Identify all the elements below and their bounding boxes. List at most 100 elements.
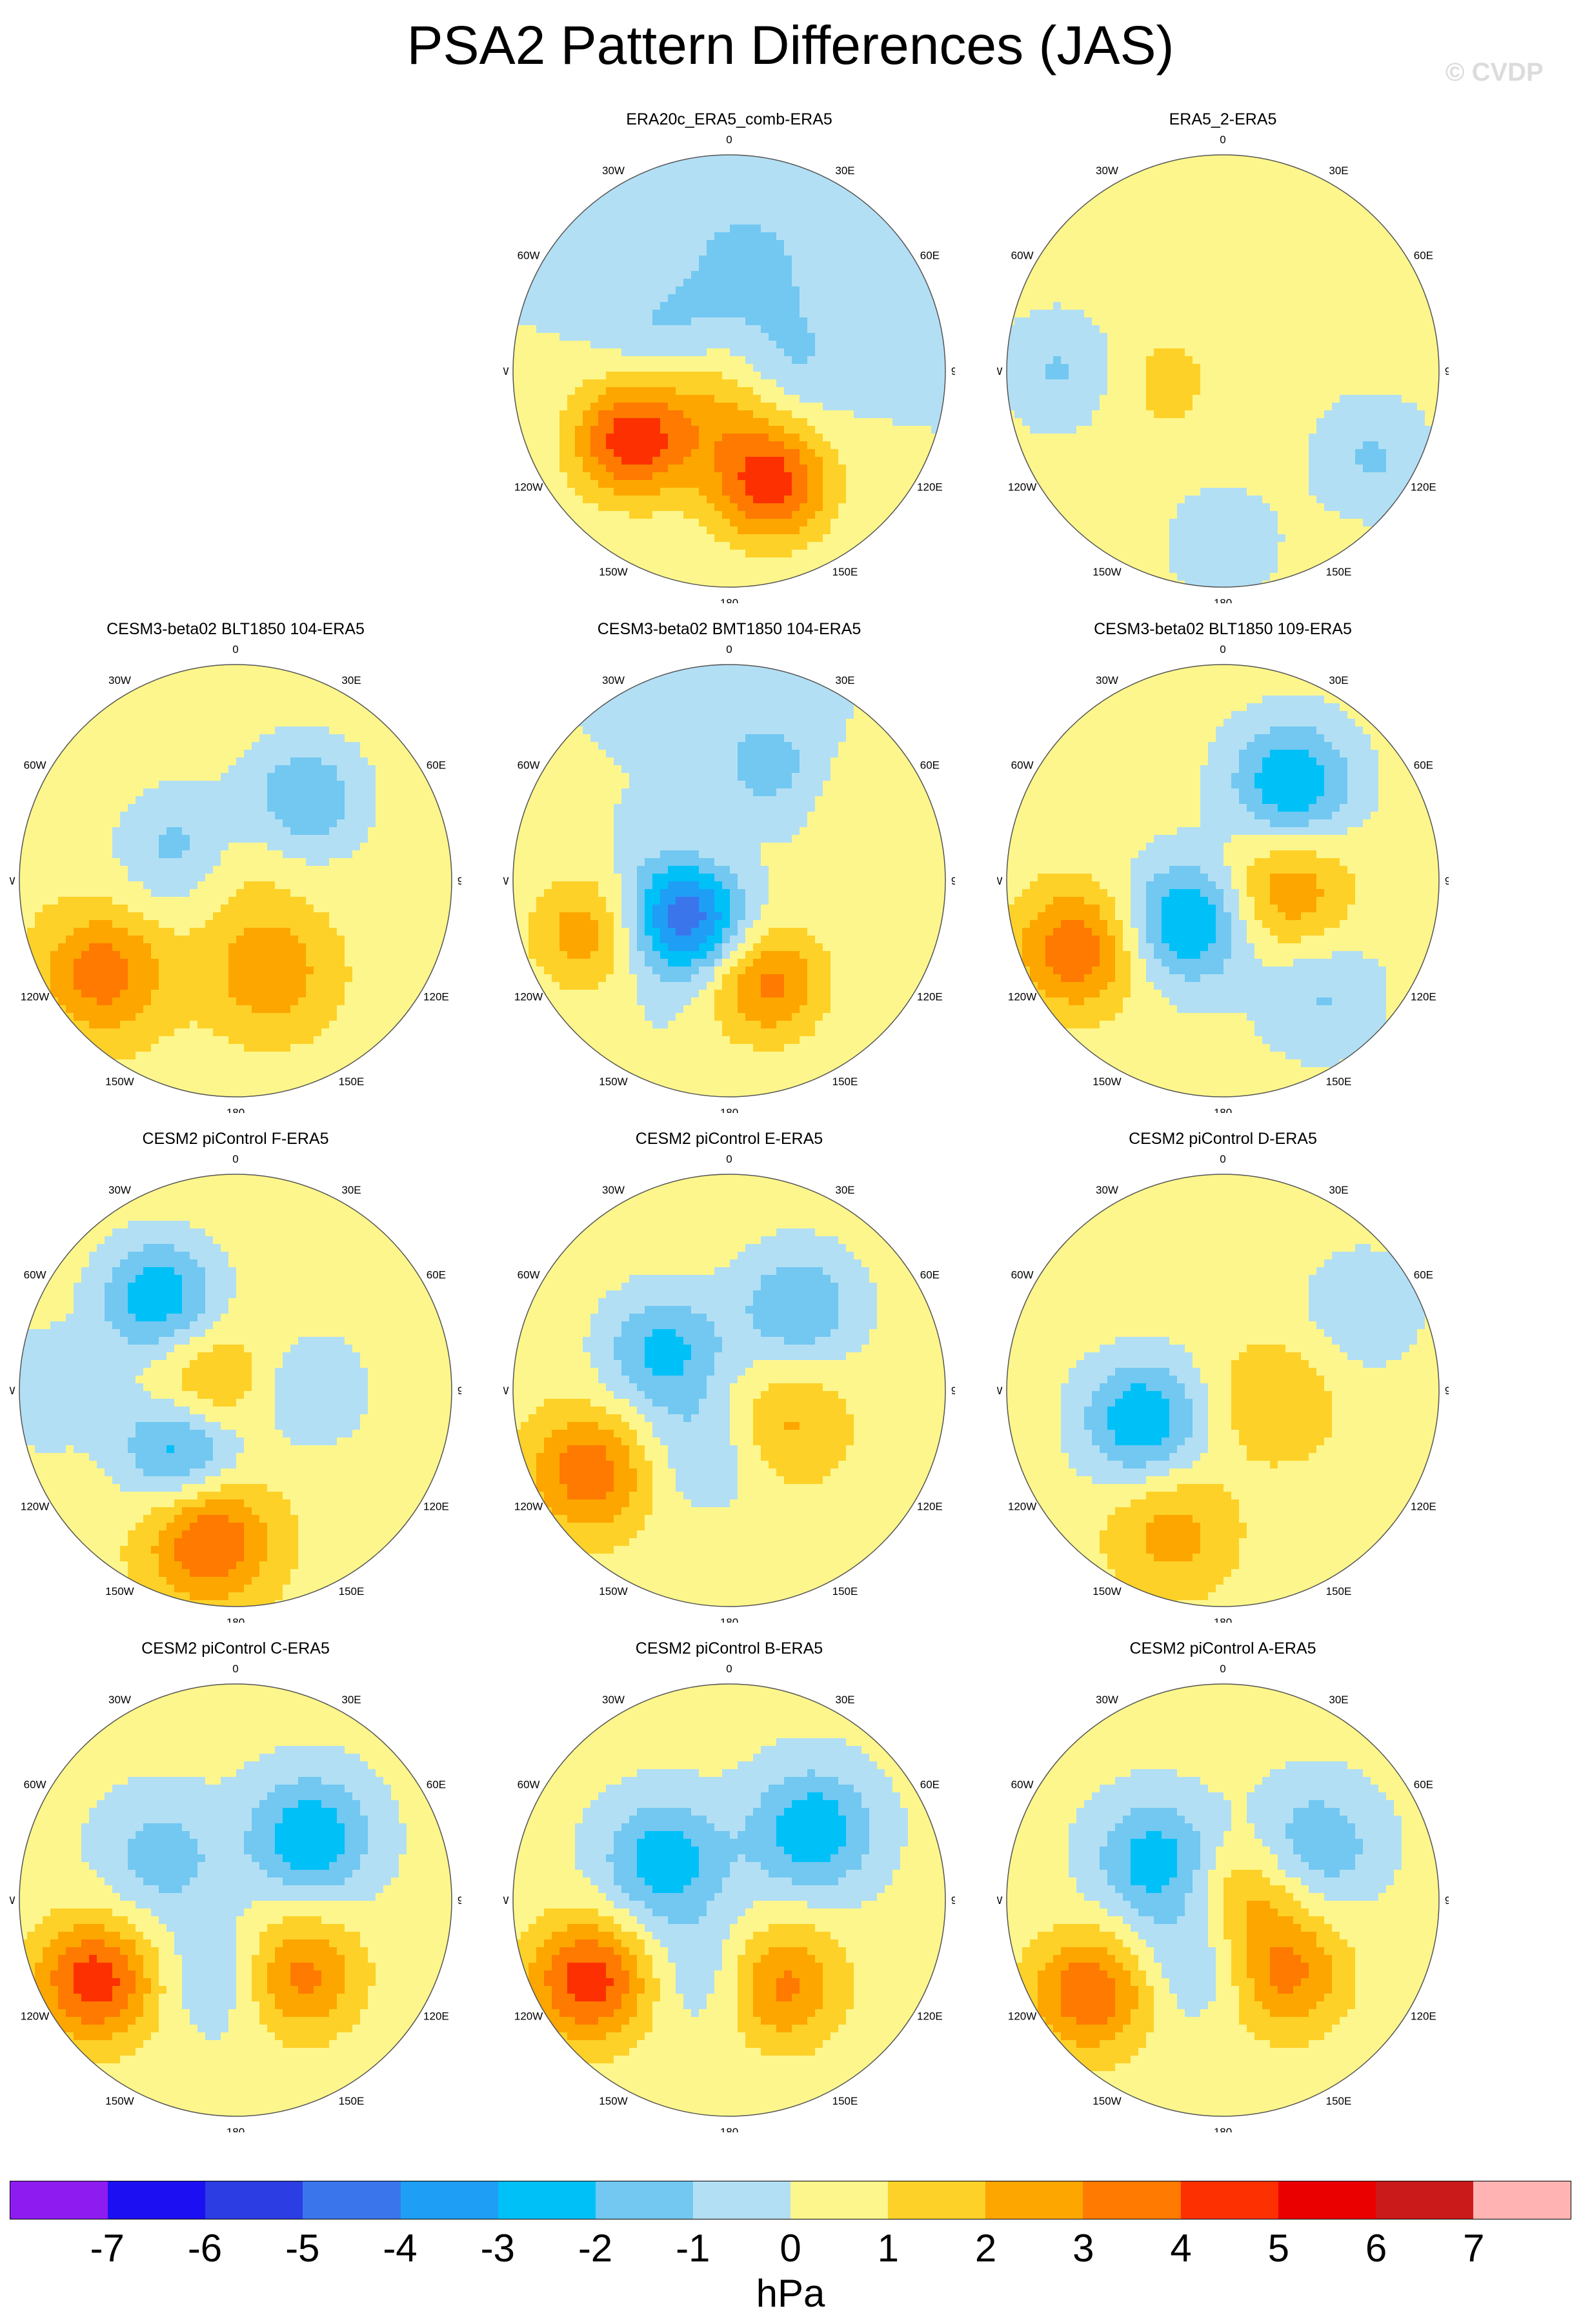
field-cell	[792, 325, 800, 334]
field-cell	[1285, 271, 1294, 279]
field-cell	[621, 457, 630, 465]
field-cell	[683, 519, 692, 527]
field-cell	[1131, 217, 1139, 225]
field-cell	[908, 240, 916, 248]
field-cell	[1100, 395, 1108, 403]
field-cell	[846, 217, 854, 225]
field-cell	[1285, 217, 1294, 225]
field-cell	[1402, 302, 1410, 310]
field-cell	[1076, 356, 1085, 365]
field-cell	[1154, 325, 1162, 334]
field-cell	[699, 511, 707, 519]
field-cell	[1254, 263, 1263, 272]
field-cell	[753, 194, 761, 202]
field-cell	[1332, 526, 1340, 535]
field-cell	[1371, 387, 1379, 396]
field-cell	[1371, 372, 1379, 380]
field-cell	[1309, 434, 1317, 442]
field-cell	[745, 155, 754, 163]
field-cell	[1394, 232, 1402, 241]
field-cell	[730, 503, 738, 512]
field-cell	[652, 457, 661, 465]
field-cell	[908, 410, 916, 419]
field-cell	[707, 511, 715, 519]
field-cell	[823, 364, 831, 372]
field-cell	[1115, 263, 1123, 272]
field-cell	[629, 379, 638, 388]
field-cell	[513, 372, 521, 380]
field-cell	[691, 557, 700, 566]
field-cell	[707, 248, 715, 256]
field-cell	[683, 325, 692, 334]
field-cell	[1045, 279, 1054, 287]
field-cell	[885, 472, 893, 481]
field-cell	[637, 480, 645, 488]
field-cell	[761, 271, 769, 279]
field-cell	[567, 232, 576, 241]
field-cell	[823, 372, 831, 380]
field-cell	[869, 225, 878, 233]
field-cell	[846, 395, 854, 403]
field-cell	[800, 565, 808, 574]
field-cell	[668, 248, 676, 256]
field-cell	[598, 480, 607, 488]
field-cell	[769, 294, 777, 303]
field-cell	[1092, 201, 1100, 210]
field-cell	[1169, 503, 1178, 512]
field-cell	[1355, 255, 1364, 264]
field-cell	[1061, 356, 1069, 365]
field-cell	[1340, 286, 1348, 295]
field-cell	[614, 178, 622, 186]
field-cell	[1216, 395, 1224, 403]
field-cell	[815, 317, 823, 326]
field-cell	[1301, 426, 1309, 434]
field-cell	[1216, 364, 1224, 372]
field-cell	[699, 271, 707, 279]
field-cell	[761, 465, 769, 473]
field-cell	[1394, 271, 1402, 279]
field-cell	[1115, 194, 1123, 202]
field-cell	[738, 155, 746, 163]
field-cell	[776, 465, 785, 473]
field-cell	[1402, 364, 1410, 372]
field-cell	[544, 271, 552, 279]
field-cell	[1115, 201, 1123, 210]
field-cell	[1053, 333, 1062, 341]
field-cell	[753, 465, 761, 473]
field-cell	[745, 465, 754, 473]
field-cell	[892, 395, 901, 403]
field-cell	[1285, 387, 1294, 396]
field-cell	[559, 372, 568, 380]
field-cell	[1092, 465, 1100, 473]
field-cell	[614, 557, 622, 566]
field-cell	[838, 201, 847, 210]
field-cell	[784, 286, 792, 295]
field-cell	[1115, 503, 1123, 512]
field-cell	[668, 472, 676, 481]
field-cell	[1332, 310, 1340, 318]
field-cell	[1285, 341, 1294, 349]
field-cell	[769, 201, 777, 210]
field-cell	[676, 403, 684, 411]
field-cell	[645, 194, 653, 202]
field-cell	[1076, 348, 1085, 357]
field-cell	[1007, 333, 1015, 341]
field-cell	[753, 333, 761, 341]
field-cell	[1069, 472, 1077, 481]
field-cell	[900, 434, 909, 442]
field-cell	[1100, 426, 1108, 434]
field-cell	[861, 325, 870, 334]
field-cell	[714, 225, 723, 233]
field-cell	[1123, 519, 1131, 527]
field-cell	[807, 426, 816, 434]
field-cell	[1262, 271, 1271, 279]
field-cell	[885, 217, 893, 225]
field-cell	[1053, 255, 1062, 264]
field-cell	[699, 310, 707, 318]
field-cell	[1355, 348, 1364, 357]
longitude-label: 30E	[835, 165, 854, 177]
field-cell	[1316, 225, 1325, 233]
field-cell	[854, 225, 862, 233]
field-cell	[730, 225, 738, 233]
field-cell	[536, 441, 545, 450]
